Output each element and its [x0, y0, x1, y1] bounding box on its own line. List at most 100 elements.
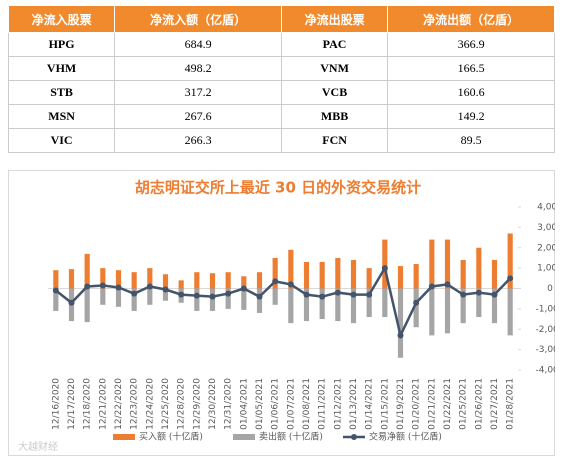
cell: FCN	[280, 128, 389, 153]
net-point	[256, 293, 263, 300]
bar	[162, 274, 169, 289]
bar	[209, 273, 216, 289]
bar	[147, 288, 153, 305]
bar	[194, 272, 200, 289]
row: STB 317.2 VCB 160.6	[7, 80, 555, 105]
x-tick-label: 01/21/2021	[427, 378, 437, 430]
bar	[100, 268, 106, 289]
x-tick-label: 01/08/2021	[302, 378, 312, 430]
net-point	[366, 291, 373, 298]
bar	[272, 257, 278, 289]
cell: VNM	[280, 56, 389, 81]
x-tick-label: 01/04/2021	[239, 378, 249, 430]
bar	[288, 288, 294, 324]
bar	[429, 288, 435, 336]
bar	[241, 288, 247, 310]
bar	[366, 268, 372, 289]
net-point	[460, 291, 467, 298]
x-tick-label: 01/25/2021	[459, 378, 469, 430]
bar	[319, 262, 325, 289]
bar	[397, 288, 404, 358]
x-tick-label: 01/19/2021	[396, 378, 406, 430]
bar	[476, 247, 482, 289]
x-tick-label: 12/23/2020	[130, 378, 140, 430]
row: MSN 267.6 MBB 149.2	[7, 104, 555, 129]
x-tick-label: 12/16/2020	[51, 378, 61, 430]
net-point	[444, 281, 451, 288]
x-tick-label: 01/12/2021	[333, 378, 343, 430]
x-tick-label: 12/24/2020	[145, 378, 155, 430]
cell: VIC	[7, 128, 116, 153]
header-cell: 净流出股票	[280, 5, 389, 33]
bar	[335, 257, 341, 289]
net-point	[84, 283, 91, 290]
bar	[491, 288, 498, 324]
net-point	[99, 282, 106, 289]
x-tick-label: 01/11/2021	[318, 378, 328, 430]
bar	[68, 269, 75, 289]
legend-swatch	[233, 434, 255, 440]
bar	[444, 288, 451, 334]
x-tick-label: 01/13/2021	[349, 378, 359, 430]
net-point	[413, 299, 420, 306]
net-point	[68, 299, 75, 306]
watermark: 大越财经	[18, 440, 58, 453]
net-point	[146, 283, 153, 290]
y-tick-label: -3,000	[535, 345, 555, 355]
x-tick-label: 01/15/2021	[380, 378, 390, 430]
x-tick-label: 12/18/2020	[83, 378, 93, 430]
cell: 89.5	[387, 128, 555, 153]
chart: 胡志明证交所上最近 30 日的外资交易统计 大越财经 4,000 3,000 2,0…	[8, 170, 555, 456]
bar	[397, 266, 404, 289]
bar	[429, 239, 435, 289]
net-point	[507, 275, 514, 282]
cell: VCB	[280, 80, 389, 105]
header-cell: 净流入额（亿盾）	[114, 5, 282, 33]
bar	[84, 253, 90, 289]
row: VIC 266.3 FCN 89.5	[7, 128, 555, 153]
net-point	[319, 293, 326, 300]
x-tick-label: 01/28/2021	[506, 378, 516, 430]
bar	[53, 270, 59, 289]
bar	[241, 276, 247, 289]
cell: VHM	[7, 56, 116, 81]
cell: STB	[7, 80, 116, 105]
cell: 149.2	[387, 104, 555, 129]
bar	[413, 264, 419, 289]
net-point	[52, 287, 59, 294]
x-tick-label: 01/06/2021	[271, 378, 281, 430]
bar	[303, 288, 310, 322]
x-tick-label: 01/05/2021	[255, 378, 265, 430]
x-tick-label: 12/28/2020	[177, 378, 187, 430]
bar	[413, 288, 419, 328]
x-tick-label: 12/22/2020	[114, 378, 124, 430]
bar	[131, 272, 137, 289]
row: HPG 684.9 PAC 366.9	[7, 32, 555, 57]
flow-table: 净流入股票 净流入额（亿盾） 净流出股票 净流出额（亿盾） HPG 684.9 PAC 366…	[7, 5, 555, 153]
net-point	[381, 265, 388, 272]
y-tick-label: -2,000	[535, 325, 555, 335]
net-point	[303, 291, 310, 298]
x-tick-label: 12/17/2020	[67, 378, 77, 430]
x-tick-label: 12/21/2020	[98, 378, 108, 430]
bar	[178, 280, 184, 289]
net-point	[209, 293, 216, 300]
legend-label: 买入额 (十亿盾)	[139, 431, 203, 443]
bar	[162, 288, 169, 301]
bar	[476, 288, 482, 318]
y-tick-label: 1,000	[537, 264, 555, 274]
bar	[225, 272, 231, 289]
y-tick-label: -1,000	[535, 304, 555, 314]
cell: 266.3	[114, 128, 282, 153]
bar	[272, 288, 278, 305]
x-tick-label: 01/22/2021	[443, 378, 453, 430]
bar	[382, 239, 388, 289]
net-point	[397, 332, 404, 339]
chart-title: 胡志明证交所上最近 30 日的外资交易统计	[135, 179, 421, 197]
bar	[507, 288, 513, 336]
bar	[491, 259, 498, 289]
bar	[100, 288, 106, 305]
y-tick-label: -4,000	[535, 366, 555, 376]
bar	[225, 288, 231, 309]
